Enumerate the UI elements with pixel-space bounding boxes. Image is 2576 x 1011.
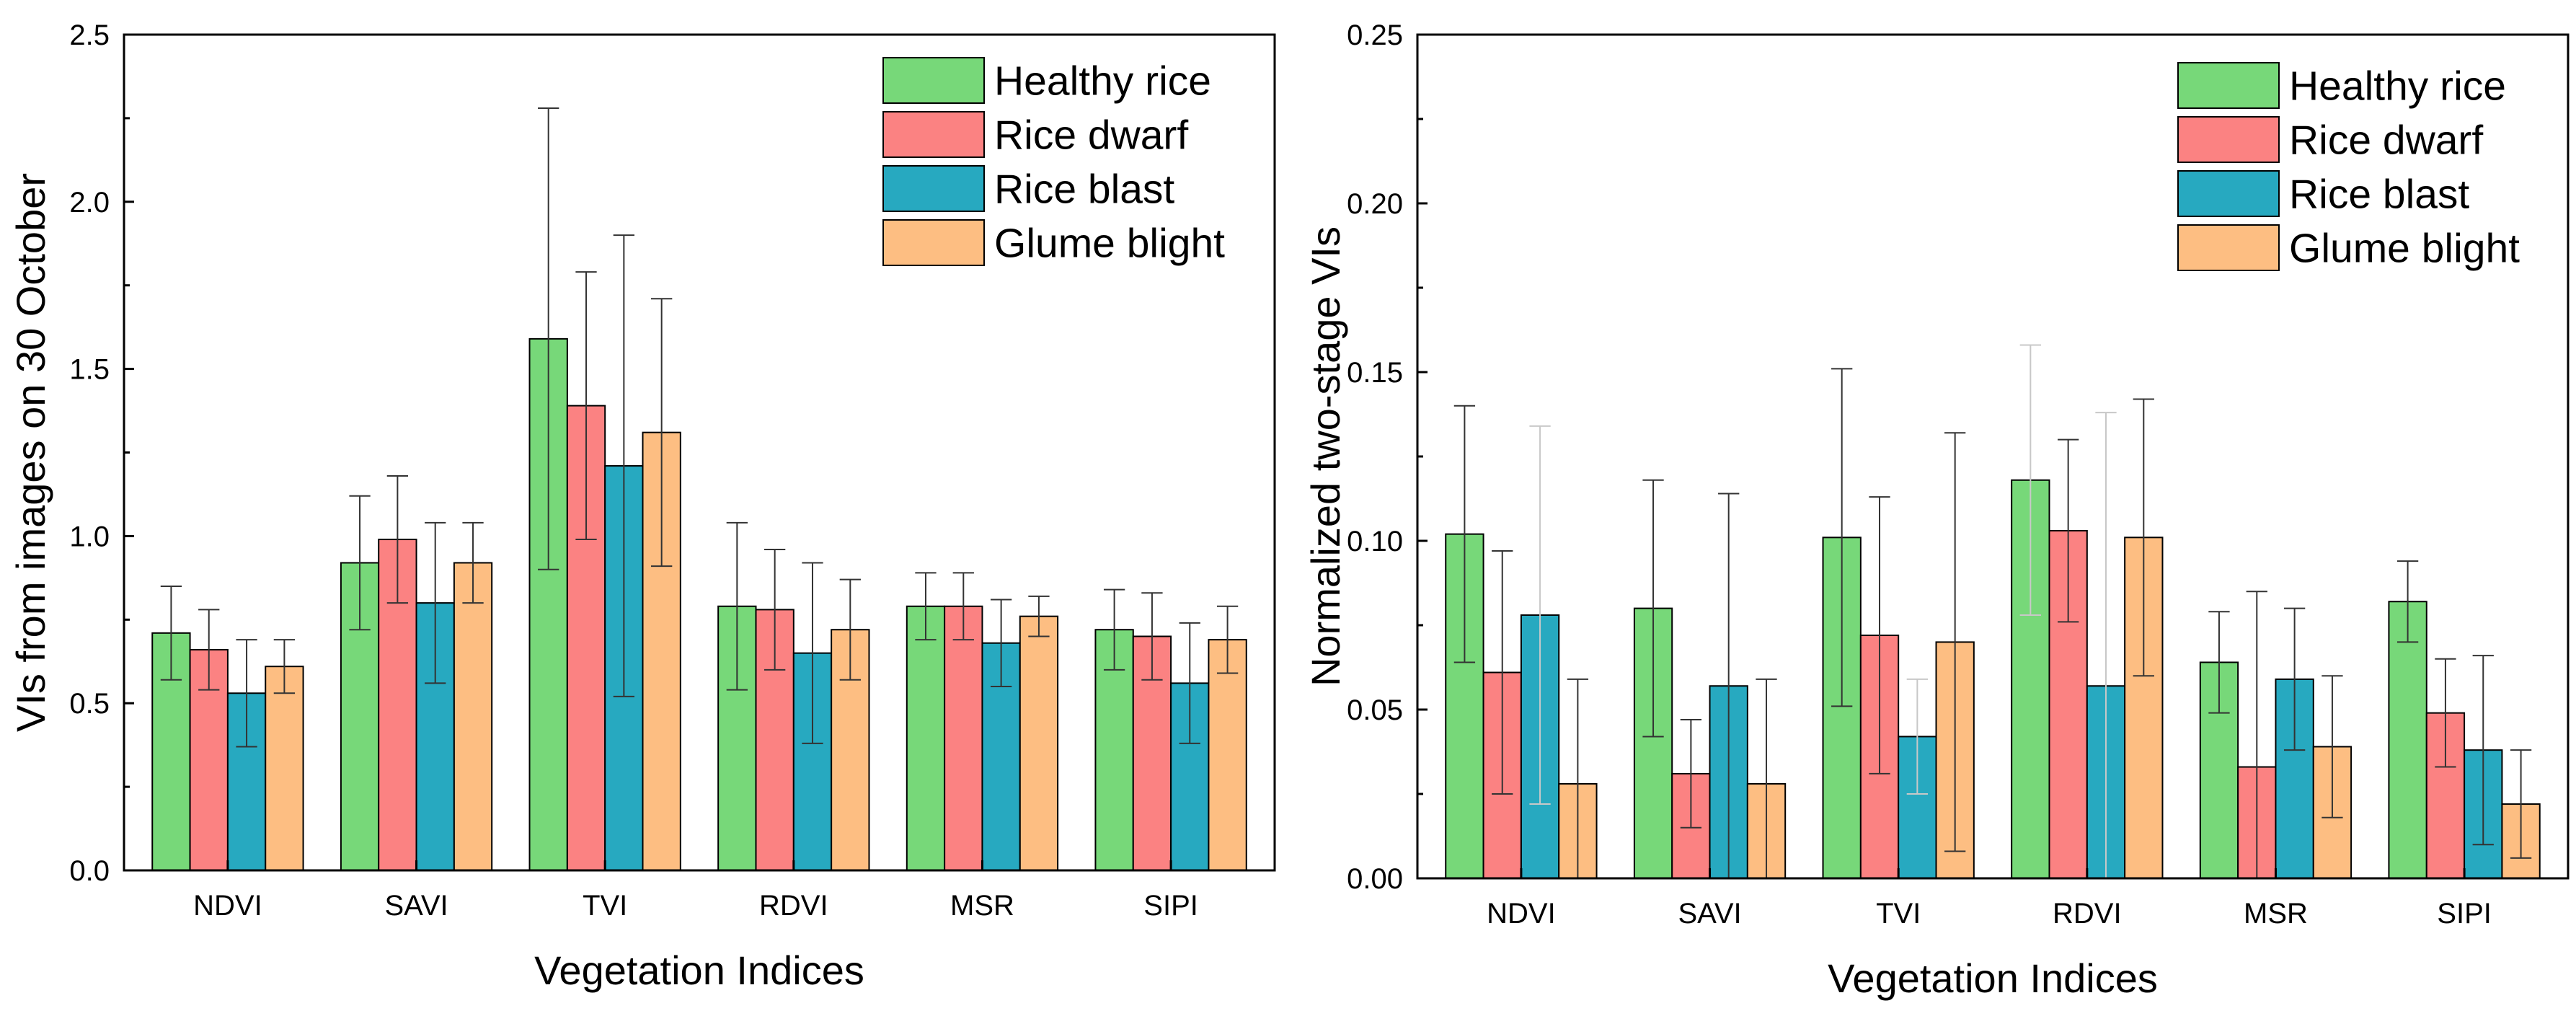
x-tick-label-rdvi: RDVI [759, 890, 828, 922]
y-tick-label: 0.10 [1347, 526, 1403, 557]
y-tick-label: 2.5 [69, 19, 110, 51]
legend-swatch-healthy [882, 57, 985, 104]
y-tick-label: 0.15 [1347, 357, 1403, 389]
y-tick-label: 0.25 [1347, 19, 1403, 51]
legend-label-blast: Rice blast [994, 167, 1174, 213]
right-chart: 0.00 0.05 0.10 0.15 0.20 0.25 NDVI SAVI TVI RDVI M… [1303, 19, 2570, 1001]
x-tick-label-savi: SAVI [1678, 898, 1741, 930]
legend-swatch-glume [2177, 224, 2280, 271]
y-tick-label: 0.20 [1347, 188, 1403, 220]
legend-swatch-dwarf [882, 111, 985, 158]
legend-swatch-dwarf [2177, 116, 2280, 163]
legend-label-glume: Glume blight [2289, 226, 2520, 272]
x-tick-label-rdvi: RDVI [2053, 898, 2122, 930]
x-axis-label: Vegetation Indices [534, 948, 864, 993]
bar-glume-msr [1019, 615, 1059, 871]
legend-swatch-blast [882, 165, 985, 212]
legend-label-healthy: Healthy rice [994, 58, 1211, 105]
x-tick-label-tvi: TVI [1876, 898, 1921, 930]
x-tick-label-savi: SAVI [384, 890, 448, 922]
legend-swatch-blast [2177, 170, 2280, 217]
bar-dwarf-msr [944, 605, 983, 871]
x-tick-label-ndvi: NDVI [1487, 898, 1556, 930]
bar-glume-savi [453, 562, 493, 871]
y-tick-label: 0.00 [1347, 863, 1403, 895]
legend-swatch-healthy [2177, 62, 2280, 109]
x-tick-label-ndvi: NDVI [193, 890, 262, 922]
x-tick-label-sipi: SIPI [2437, 898, 2492, 930]
y-tick-label: 2.0 [69, 187, 110, 218]
y-tick-label: 0.0 [69, 855, 110, 887]
legend-label-dwarf: Rice dwarf [2289, 118, 2483, 164]
bar-healthy-msr [906, 605, 946, 871]
y-tick-label: 0.05 [1347, 694, 1403, 726]
legend-label-glume: Glume blight [994, 221, 1225, 267]
y-tick-label: 0.5 [69, 688, 110, 720]
y-axis-label: VIs from images on 30 October [8, 173, 53, 732]
y-tick-label: 1.5 [69, 354, 110, 386]
legend-swatch-glume [882, 219, 985, 266]
bar-glume-sipi [1208, 639, 1247, 872]
legend-label-healthy: Healthy rice [2289, 63, 2506, 110]
left-chart: 0.0 0.5 1.0 1.5 2.0 2.5 NDVI SAVI TVI RDVI MSR SIPI… [8, 19, 1276, 993]
bar-glume-ndvi [265, 666, 304, 871]
x-tick-label-msr: MSR [2244, 898, 2308, 930]
x-tick-label-tvi: TVI [583, 890, 627, 922]
y-axis-label: Normalized two-stage VIs [1303, 226, 1348, 686]
bar-healthy-sipi [2388, 601, 2427, 879]
x-axis-label: Vegetation Indices [1828, 955, 2158, 1001]
x-tick-label-msr: MSR [950, 890, 1014, 922]
legend-label-dwarf: Rice dwarf [994, 112, 1188, 159]
x-tick-label-sipi: SIPI [1143, 890, 1198, 922]
legend-label-blast: Rice blast [2289, 172, 2469, 218]
y-tick-label: 1.0 [69, 521, 110, 552]
